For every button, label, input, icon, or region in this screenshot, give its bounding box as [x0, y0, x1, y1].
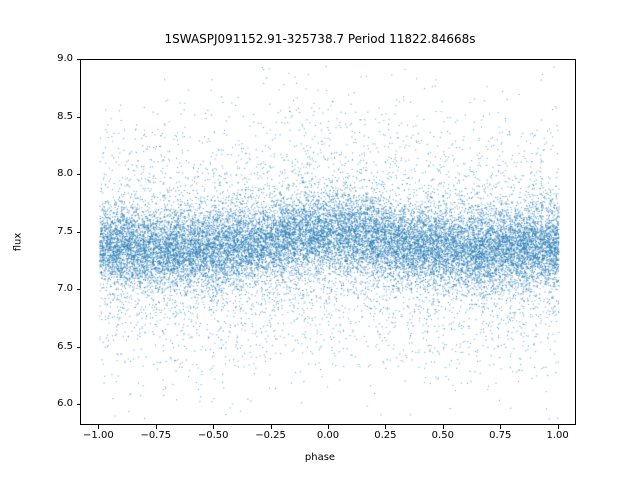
x-axis-label: phase	[304, 452, 336, 463]
x-tick-label: 0.50	[431, 430, 454, 441]
x-tick-label: 0.25	[374, 430, 397, 441]
y-tick-label: 6.5	[57, 340, 73, 352]
x-tick-mark	[442, 425, 444, 429]
y-tick-label: 8.0	[57, 168, 73, 180]
y-tick-label: 8.5	[57, 110, 73, 122]
x-tick-mark	[213, 425, 215, 429]
x-tick-mark	[385, 425, 387, 429]
x-tick-mark	[328, 425, 329, 429]
y-tick-label: 7.5	[57, 225, 73, 237]
x-tick-label: −0.75	[140, 430, 172, 441]
y-tick-label: 6.0	[57, 398, 73, 410]
x-tick-label: −1.00	[83, 430, 114, 441]
y-axis-label: flux	[12, 232, 24, 252]
chart-title: 1SWASPJ091152.91-325738.7 Period 11822.8…	[164, 32, 476, 46]
x-tick-mark	[557, 425, 559, 429]
y-tick-mark	[76, 231, 80, 233]
x-tick-label: −0.50	[197, 430, 229, 441]
x-tick-mark	[500, 425, 502, 429]
y-tick-label: 9.0	[57, 53, 73, 64]
y-tick-label: 7.0	[57, 283, 73, 295]
y-tick-mark	[76, 404, 80, 406]
x-tick-mark	[98, 425, 100, 429]
x-tick-label: 0.75	[489, 430, 512, 441]
y-tick-mark	[76, 116, 80, 118]
scatter-plot-points	[81, 60, 575, 424]
y-tick-mark	[76, 59, 80, 60]
plot-axes-area	[80, 59, 576, 425]
x-tick-label: 0.00	[316, 430, 340, 441]
x-tick-label: 1.00	[546, 430, 569, 441]
x-tick-mark	[270, 425, 272, 429]
y-tick-mark	[76, 174, 80, 176]
x-tick-label: −0.25	[255, 430, 286, 441]
y-tick-mark	[76, 346, 80, 348]
x-tick-mark	[155, 425, 157, 429]
y-tick-mark	[76, 289, 80, 291]
